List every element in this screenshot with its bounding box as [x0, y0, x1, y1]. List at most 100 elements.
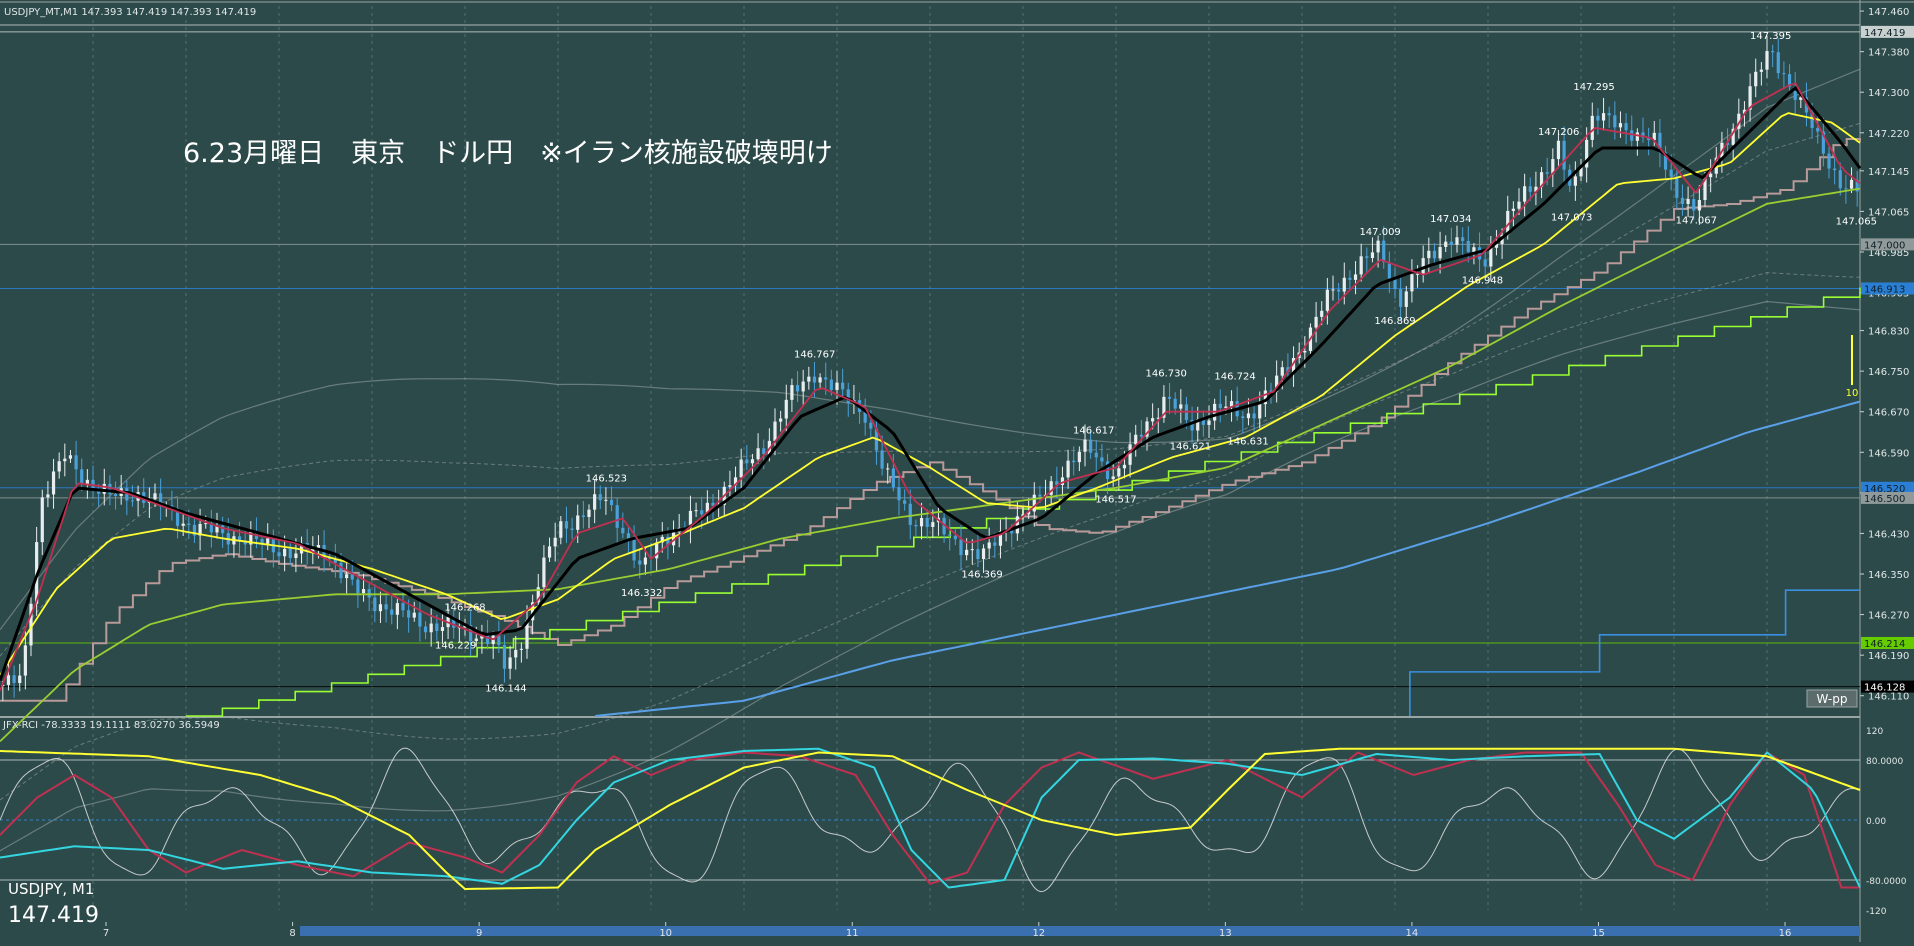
candle-body: [356, 579, 360, 594]
candle-body: [965, 549, 969, 556]
price-marker-label: 146.214: [1864, 639, 1905, 650]
price-label: 147.395: [1750, 31, 1791, 42]
price-label: 146.730: [1146, 368, 1187, 379]
candle-body: [863, 411, 867, 423]
moving-averages: [0, 82, 1862, 743]
rci-header: JFX-RCI -78.3333 19.1111 83.0270 36.5949: [2, 720, 220, 731]
candle-body: [1647, 137, 1651, 141]
candle-body: [1776, 52, 1780, 74]
candle-body: [153, 493, 157, 500]
time-label: 12: [1032, 928, 1045, 939]
candle-body: [1849, 179, 1854, 189]
candle-body: [1455, 237, 1459, 245]
candle-body: [993, 542, 997, 546]
candle-body: [1269, 390, 1273, 392]
price-tick-label: 147.220: [1868, 129, 1909, 140]
candle-body: [1686, 199, 1690, 204]
price-marker-label: 147.419: [1864, 28, 1905, 39]
candle-body: [1196, 419, 1200, 431]
candle-body: [1207, 420, 1211, 425]
price-label: 146.144: [485, 683, 526, 694]
candle-body: [553, 537, 557, 547]
candle-body: [609, 499, 614, 506]
candle-body: [1060, 477, 1065, 485]
candle-body: [243, 541, 247, 545]
candle-body: [502, 644, 507, 669]
candle-body: [469, 625, 473, 642]
candle-body: [1635, 132, 1639, 141]
candle-body: [277, 552, 281, 557]
candle-body: [1032, 494, 1036, 512]
candle-body: [12, 675, 16, 683]
candle-body: [1607, 113, 1611, 116]
candle-body: [531, 602, 535, 621]
price-label: 147.034: [1430, 214, 1471, 225]
candle-body: [29, 603, 33, 646]
price-marker-label: 146.500: [1864, 494, 1905, 505]
candle-body: [401, 603, 405, 611]
candle-body: [948, 534, 952, 536]
candle-body: [1579, 167, 1583, 177]
candle-body: [1201, 419, 1205, 425]
price-axis: 147.460 147.380 147.300 147.220 147.145 147.0…: [1860, 7, 1914, 703]
candle-body: [63, 458, 67, 462]
trend-line: [595, 400, 1861, 717]
time-label: 8: [289, 928, 295, 939]
candle-body: [423, 626, 428, 633]
candle-body: [1387, 262, 1391, 279]
candle-body: [1855, 179, 1859, 192]
candle-body: [829, 379, 833, 390]
candle-body: [835, 382, 839, 390]
price-marker-tag: [1861, 238, 1914, 251]
candle-body: [1320, 310, 1324, 317]
candle-body: [1382, 240, 1386, 263]
time-label: 13: [1219, 928, 1232, 939]
w-pp-badge[interactable]: [1806, 689, 1858, 708]
time-label: 11: [846, 928, 859, 939]
candle-body: [779, 418, 783, 422]
candle-body: [1742, 109, 1747, 114]
candle-body: [880, 450, 884, 469]
candle-body: [688, 510, 693, 529]
candle-body: [125, 488, 129, 501]
candle-body: [1111, 476, 1115, 480]
candle-body: [1844, 188, 1848, 190]
candle-body: [418, 612, 422, 627]
candle-body: [841, 382, 845, 390]
candle-body: [593, 494, 597, 510]
candle-body: [1353, 274, 1358, 280]
candle-body: [1562, 140, 1566, 170]
price-label: 146.268: [444, 603, 485, 614]
candle-body: [1793, 86, 1797, 100]
candle-body: [384, 604, 388, 610]
price-marker-label: 146.128: [1864, 683, 1905, 694]
price-label: 146.332: [621, 588, 662, 599]
candle-body: [1027, 511, 1031, 515]
candle-body: [1838, 170, 1842, 189]
candle-body: [198, 523, 202, 536]
candle-body: [18, 675, 22, 683]
candle-body: [130, 500, 135, 502]
candle-body: [542, 557, 546, 588]
candle-body: [897, 487, 901, 501]
candle-body: [1630, 130, 1634, 141]
candle-body: [846, 389, 850, 404]
candle-body: [953, 535, 957, 540]
candle-body: [1534, 186, 1538, 192]
candle-body: [1461, 237, 1465, 241]
candle-body: [316, 544, 321, 548]
candle-body: [1139, 434, 1143, 437]
candle-body: [23, 645, 27, 676]
candle-body: [1680, 197, 1685, 204]
candle-body: [1737, 113, 1741, 129]
band-line: [0, 68, 1861, 631]
candle-body: [1658, 132, 1662, 153]
candle-body: [1190, 419, 1194, 431]
price-marker-tag: [1861, 481, 1914, 494]
price-marker-tag: [1861, 680, 1914, 693]
candle-body: [1511, 208, 1515, 211]
candle-body: [373, 597, 377, 612]
price-label: 147.009: [1359, 227, 1400, 238]
